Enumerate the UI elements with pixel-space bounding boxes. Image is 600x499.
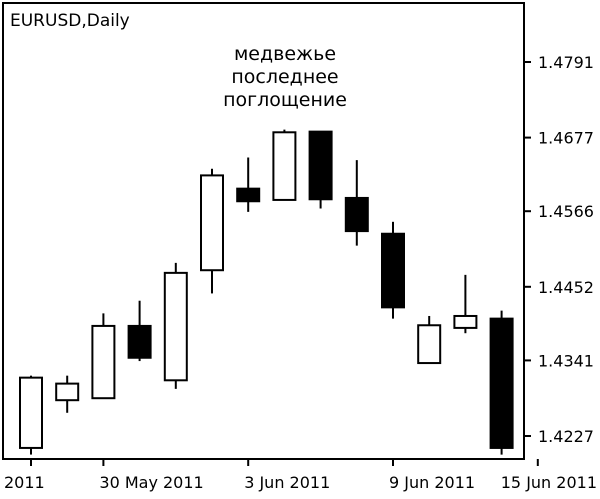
- candle-body-bullish: [55, 382, 80, 402]
- candle: [163, 262, 188, 389]
- y-axis: 1.4791 1.4677 1.4566 1.4452 1.4341 1.4227: [524, 53, 594, 446]
- annotation-line-3: поглощение: [223, 89, 347, 111]
- candle: [236, 157, 261, 212]
- candle-body-bearish: [489, 317, 514, 449]
- candle-body-bullish: [200, 174, 224, 272]
- y-tick-label: 1.4341: [538, 351, 594, 370]
- candle-body-bearish: [308, 130, 333, 201]
- candle: [200, 168, 224, 294]
- annotation-line-1: медвежье: [234, 43, 336, 65]
- y-tick-label: 1.4791: [538, 53, 594, 72]
- candle-body-bearish: [344, 196, 369, 233]
- candle: [55, 375, 80, 413]
- candle: [381, 221, 405, 319]
- candle: [91, 313, 116, 400]
- candle-body-bearish: [127, 324, 152, 359]
- candle: [417, 315, 442, 365]
- candle-body-bullish: [417, 324, 442, 365]
- chart-title: EURUSD,Daily: [10, 11, 130, 31]
- candle: [453, 274, 478, 334]
- candle: [308, 130, 333, 209]
- candle-body-bullish: [19, 376, 43, 449]
- candle-body-bearish: [236, 187, 261, 203]
- candle-body-bullish: [453, 314, 478, 329]
- x-tick-label: 9 Jun 2011: [389, 473, 475, 492]
- candle: [19, 375, 43, 455]
- y-tick-label: 1.4677: [538, 129, 594, 148]
- candles-layer: [19, 129, 514, 455]
- candle: [127, 300, 152, 362]
- x-tick-label: 30 May 2011: [99, 473, 203, 492]
- plot-frame: [2, 2, 525, 460]
- x-tick-label: 2011: [4, 473, 45, 492]
- candle: [344, 160, 369, 246]
- annotation-line-2: последнее: [231, 66, 338, 88]
- x-tick-label: 15 Jun 2011: [501, 473, 597, 492]
- x-axis: 2011 30 May 2011 3 Jun 2011 9 Jun 2011 15 Ju…: [4, 459, 597, 492]
- candle-body-bullish: [163, 271, 188, 382]
- candle: [272, 129, 297, 201]
- candle-body-bullish: [272, 131, 297, 201]
- x-tick-label: 3 Jun 2011: [244, 473, 330, 492]
- y-tick-label: 1.4566: [538, 202, 594, 221]
- candle-body-bullish: [91, 324, 116, 400]
- candle: [489, 310, 514, 455]
- y-tick-label: 1.4452: [538, 278, 594, 297]
- candle-body-bearish: [381, 232, 405, 309]
- y-tick-label: 1.4227: [538, 427, 594, 446]
